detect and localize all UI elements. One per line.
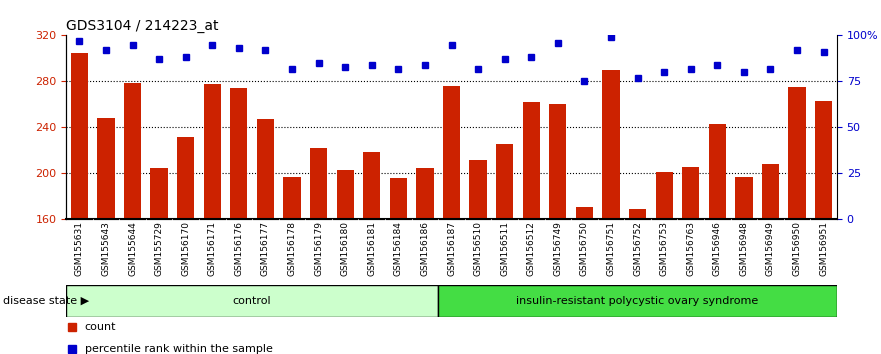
Bar: [337, 170, 354, 354]
Bar: [736, 177, 752, 354]
Bar: [363, 152, 381, 354]
Bar: [204, 84, 221, 354]
Bar: [70, 53, 88, 354]
Text: count: count: [85, 322, 116, 332]
Bar: [522, 102, 540, 354]
Bar: [256, 119, 274, 354]
Bar: [470, 160, 486, 354]
Bar: [762, 164, 779, 354]
Text: insulin-resistant polycystic ovary syndrome: insulin-resistant polycystic ovary syndr…: [516, 296, 759, 306]
FancyBboxPatch shape: [438, 285, 837, 317]
Text: control: control: [233, 296, 271, 306]
Bar: [284, 177, 300, 354]
Bar: [603, 70, 619, 354]
Bar: [230, 88, 248, 354]
Bar: [576, 207, 593, 354]
Bar: [708, 124, 726, 354]
Bar: [655, 172, 673, 354]
Bar: [124, 82, 141, 354]
Bar: [417, 168, 433, 354]
Bar: [443, 86, 460, 354]
Bar: [389, 178, 407, 354]
Bar: [815, 101, 833, 354]
Bar: [788, 87, 806, 354]
FancyBboxPatch shape: [66, 285, 438, 317]
Bar: [549, 104, 566, 354]
Text: GDS3104 / 214223_at: GDS3104 / 214223_at: [66, 19, 218, 33]
Bar: [496, 143, 514, 354]
Bar: [97, 118, 115, 354]
Bar: [682, 166, 700, 354]
Text: percentile rank within the sample: percentile rank within the sample: [85, 344, 272, 354]
Bar: [629, 209, 647, 354]
Bar: [151, 168, 167, 354]
Bar: [310, 148, 327, 354]
Bar: [177, 137, 195, 354]
Text: disease state ▶: disease state ▶: [3, 296, 89, 306]
